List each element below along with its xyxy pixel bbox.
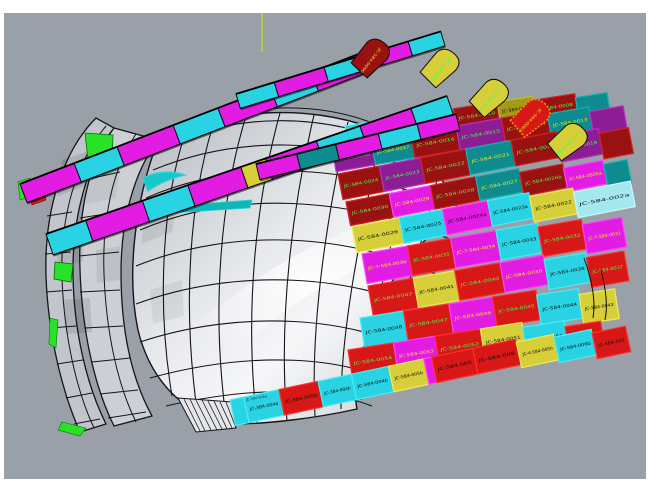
deck-band bbox=[255, 113, 461, 182]
plate-label: JC-584-0038 bbox=[548, 266, 585, 277]
plate-panel[interactable] bbox=[598, 127, 635, 160]
plate-panel[interactable] bbox=[581, 216, 628, 255]
plate-label: JC-584-0033 bbox=[500, 236, 537, 247]
band-bottom-shadow bbox=[27, 73, 366, 205]
plate-label: JC-584-0047 bbox=[407, 317, 448, 328]
hull-strip-ribs bbox=[44, 171, 147, 425]
deck-band bbox=[235, 30, 446, 111]
strip-end-tab-shape[interactable] bbox=[350, 34, 394, 80]
plate-label: JC-584-0023a bbox=[492, 204, 529, 216]
band-top-edge bbox=[235, 30, 441, 95]
plate-label: JC-584-0045 bbox=[496, 303, 535, 314]
green-patch[interactable] bbox=[57, 421, 87, 437]
plate-label: JC-584-005b bbox=[393, 370, 424, 381]
plate-row: JC-384-004aJC-384-005bJC-384-004bJC-584-… bbox=[229, 325, 632, 427]
plate-label: JC-584-0048 bbox=[364, 324, 403, 335]
plate-label: JC-584-0039 bbox=[504, 268, 543, 280]
plate-label: JC-584-0013 bbox=[551, 117, 588, 128]
plate-label: JC-584-006b bbox=[558, 340, 591, 352]
strip-end-tab-shape[interactable] bbox=[468, 75, 513, 121]
plate-label: JC-584-0029 bbox=[393, 196, 430, 208]
plate-panel[interactable] bbox=[578, 288, 620, 325]
plate-row: JC-584-0030JC-584-0029JC-584-0028JC-584-… bbox=[345, 158, 633, 227]
strip-end-tab[interactable]: JC-584-0064 bbox=[546, 119, 591, 164]
plate-row: JC-584-0042JC-584-0041JC-584-0040JC-584-… bbox=[367, 250, 630, 317]
plate-label: JC-584-0037 bbox=[591, 264, 624, 275]
hull-bottom-hatch bbox=[177, 397, 237, 433]
plate-label: JC-584-0044 bbox=[541, 301, 578, 312]
plate-label: JC-584-0041 bbox=[418, 284, 455, 295]
band-bottom-shadow bbox=[259, 129, 461, 182]
floating-plate-label: JC-384-006a bbox=[244, 394, 267, 402]
plate-row: JC-7-584-0036 JC-584-0035 JC-7-584-0034 JC-… bbox=[361, 216, 628, 285]
band-top-edge bbox=[45, 95, 448, 235]
plate-row: JC-584-0054 JC-584-0053 JC-584-0052 JC-584-… bbox=[347, 320, 606, 379]
floating-labels: JC-384-006a bbox=[244, 394, 267, 402]
plate-label: JC-584-0024 bbox=[342, 177, 379, 189]
deck-band-strips bbox=[19, 30, 461, 257]
band-top-edge bbox=[255, 113, 457, 165]
plate-panel[interactable] bbox=[572, 180, 637, 219]
strip-end-tab[interactable]: JC-584-0060 bbox=[350, 34, 394, 80]
plate-label: JC-584-0009 bbox=[501, 104, 532, 114]
plate-label: JC-584-0008 bbox=[537, 102, 574, 113]
plate-label: JC-584-0054 bbox=[352, 355, 393, 366]
strip-end-tab[interactable]: JC-584-0062 bbox=[468, 75, 513, 121]
plate-label: JC-384-004b bbox=[323, 385, 352, 396]
plate-label: JC-7-584-0031 bbox=[587, 230, 622, 241]
stray-edge-curves bbox=[583, 257, 607, 321]
hull-strip-outer[interactable] bbox=[45, 117, 115, 433]
plate-label: JC-584-0035 bbox=[412, 251, 451, 263]
band-bottom-shadow bbox=[240, 45, 446, 111]
plate-label: JC-584-0032 bbox=[542, 232, 581, 244]
strip-end-tab[interactable]: JC-584-0061 bbox=[419, 44, 463, 90]
plate-label: JC-584-0023 bbox=[383, 169, 420, 181]
strip-end-tab-shape[interactable] bbox=[509, 95, 554, 140]
plate-label: JC-584-0046 bbox=[453, 310, 492, 321]
plate-label: JC-584-0043 bbox=[583, 302, 614, 312]
plate-panel[interactable] bbox=[591, 325, 632, 360]
plate-label: JC-584-0053 bbox=[397, 348, 434, 359]
cyan-crescent-patch[interactable] bbox=[142, 171, 188, 193]
plate-label: JC-384-004a bbox=[248, 401, 279, 412]
plate-label: JC-584-0051 bbox=[484, 334, 521, 345]
plate-label: JC-7-584-0036 bbox=[366, 259, 407, 271]
plate-label: JC-584-0017 bbox=[375, 144, 410, 155]
green-patch[interactable] bbox=[48, 317, 59, 349]
strip-end-tab-shape[interactable] bbox=[419, 44, 463, 90]
strip-end-tabs: JC-584-0060JC-584-0061JC-584-0062JC-584-… bbox=[350, 34, 591, 164]
plate-row: JC-584-0026JC-584-0025JC-584-0024aJC-584… bbox=[351, 180, 637, 254]
plate-label: JC-584-0026a bbox=[568, 170, 603, 182]
plate-label: JC-584-002 bbox=[597, 337, 626, 348]
plate-label: JC-584-0052 bbox=[439, 341, 480, 352]
plate-label: JC-584-0010 bbox=[457, 110, 496, 121]
plate-label: JC-7-584-0034 bbox=[455, 243, 496, 255]
green-patch[interactable] bbox=[53, 261, 74, 283]
plate-label: JC-584-004b bbox=[356, 377, 389, 389]
plate-label: JC-4-584-005b bbox=[521, 345, 554, 357]
strip-end-tab-shape[interactable] bbox=[546, 119, 591, 164]
